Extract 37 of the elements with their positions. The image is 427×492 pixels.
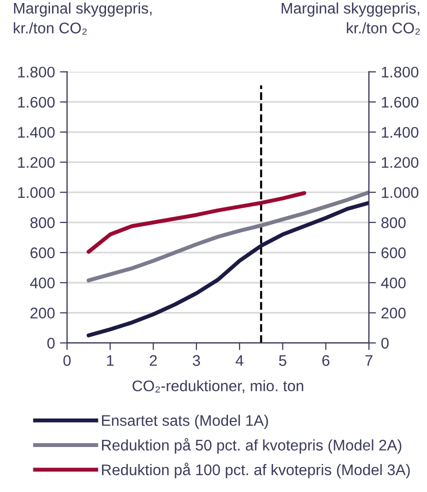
x-tick-label: 2 [150, 355, 157, 366]
y-tick-label: 1.200 [18, 157, 55, 168]
y-tick-label: 800 [30, 217, 55, 228]
legend-label: Reduktion på 100 pct. af kvotepris (Model 3A) [102, 462, 410, 478]
y2-tick-label: 1.200 [382, 157, 418, 168]
y2-tick-label: 1.000 [382, 187, 418, 198]
y-tick-label: 1.600 [18, 96, 55, 108]
x-tick-label: 0 [63, 355, 71, 366]
y-tick-label: 200 [30, 308, 55, 318]
y-tick-label: 1.000 [18, 187, 55, 198]
y2-tick-label: 200 [382, 308, 406, 318]
line-series [86, 200, 369, 338]
y2-axis-title: Marginal skyggepris, kr./ton CO₂ [282, 2, 420, 35]
y-tick-label: 1.800 [18, 66, 55, 78]
line-series [86, 190, 369, 282]
x-tick-label: 7 [365, 355, 372, 366]
y-tick-label: 0 [47, 338, 55, 349]
y-tick-label: 600 [30, 247, 55, 258]
x-tick-label: 6 [322, 355, 330, 366]
x-tick-label: 4 [236, 355, 244, 366]
legend-label: Ensartet sats (Model 1A) [102, 414, 268, 429]
y2-tick-label: 400 [381, 278, 406, 288]
y2-tick-label: 1.800 [382, 66, 418, 78]
y2-tick-label: 600 [382, 247, 406, 258]
legend-label: Reduktion på 50 pct. af kvotepris (Model 2A) [102, 438, 402, 454]
x-tick-label: 3 [192, 355, 200, 366]
y-axis-title: Marginal skyggepris, kr./ton CO₂ [14, 2, 152, 35]
y2-tick-label: 800 [381, 217, 406, 228]
x-axis-title: CO₂-reduktioner, mio. ton [132, 380, 304, 394]
x-tick-label: 5 [279, 355, 286, 366]
y-tick-label: 400 [30, 278, 55, 288]
y-tick-label: 1.400 [18, 126, 55, 138]
x-tick-label: 1 [107, 355, 114, 366]
y2-tick-label: 1.600 [382, 96, 418, 108]
y2-tick-label: 1.400 [382, 126, 418, 138]
y2-tick-label: 0 [381, 338, 389, 349]
line-series [86, 191, 306, 254]
